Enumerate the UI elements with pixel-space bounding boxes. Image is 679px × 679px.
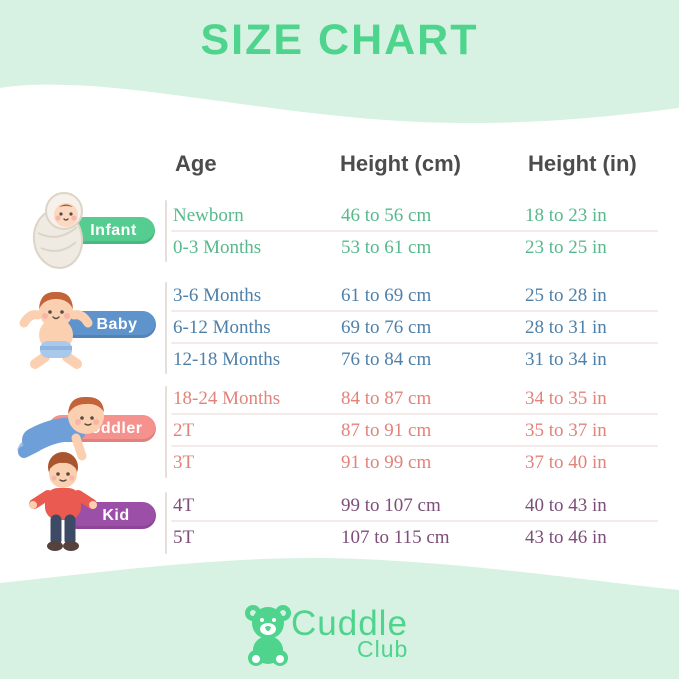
brand-subname: Club — [357, 636, 409, 662]
cell-height-in: 34 to 35 in — [525, 388, 607, 409]
group-divider — [165, 386, 167, 478]
cell-height-cm: 91 to 99 cm — [341, 452, 432, 473]
cell-height-in: 31 to 34 in — [525, 349, 607, 370]
cell-height-cm: 46 to 56 cm — [341, 205, 432, 226]
cell-age: 18-24 Months — [173, 388, 281, 409]
cell-age: 3T — [173, 452, 195, 473]
cell-age: 4T — [173, 495, 195, 516]
row-divider — [171, 520, 658, 522]
page-title: SIZE CHART — [200, 16, 479, 64]
top-wave-decoration — [0, 0, 679, 124]
cell-height-cm: 87 to 91 cm — [341, 420, 432, 441]
cell-age: 2T — [173, 420, 195, 441]
cell-age: 12-18 Months — [173, 349, 281, 370]
cell-age: 5T — [173, 527, 195, 548]
group-label-text: Infant — [90, 222, 137, 239]
row-divider — [171, 310, 658, 312]
cell-height-in: 28 to 31 in — [525, 317, 607, 338]
standing-kid-icon — [29, 452, 97, 551]
cell-height-in: 43 to 46 in — [525, 527, 607, 548]
cell-height-cm: 53 to 61 cm — [341, 237, 432, 258]
cell-height-in: 37 to 40 in — [525, 452, 607, 473]
crawling-toddler-icon — [17, 396, 104, 461]
group-label-text: Baby — [96, 316, 138, 333]
cell-height-in: 35 to 37 in — [525, 420, 607, 441]
row-divider — [171, 413, 658, 415]
cell-height-in: 40 to 43 in — [525, 495, 607, 516]
bottom-wave-decoration — [0, 558, 679, 679]
swaddled-baby-icon — [32, 192, 84, 269]
cell-age: 0-3 Months — [173, 237, 262, 258]
cell-height-cm: 76 to 84 cm — [341, 349, 432, 370]
cell-height-in: 18 to 23 in — [525, 205, 607, 226]
row-divider — [171, 445, 658, 447]
group-divider — [165, 492, 167, 554]
cell-height-cm: 61 to 69 cm — [341, 285, 432, 306]
cell-age: Newborn — [173, 205, 244, 226]
cell-age: 6-12 Months — [173, 317, 271, 338]
header-age: Age — [175, 151, 217, 176]
cell-height-cm: 99 to 107 cm — [341, 495, 441, 516]
group-divider — [165, 282, 167, 374]
header-height-cm: Height (cm) — [340, 151, 461, 176]
teddy-bear-icon — [245, 605, 291, 666]
cell-age: 3-6 Months — [173, 285, 262, 306]
cell-height-cm: 69 to 76 cm — [341, 317, 432, 338]
cell-height-cm: 84 to 87 cm — [341, 388, 432, 409]
cell-height-in: 23 to 25 in — [525, 237, 607, 258]
header-height-in: Height (in) — [528, 151, 637, 176]
cell-height-cm: 107 to 115 cm — [341, 527, 450, 548]
cell-height-in: 25 to 28 in — [525, 285, 607, 306]
group-divider — [165, 200, 167, 262]
sitting-baby-icon — [19, 291, 93, 369]
row-divider — [171, 342, 658, 344]
group-label-text: Kid — [102, 507, 130, 524]
brand-name: Cuddle — [291, 604, 408, 643]
row-divider — [171, 230, 658, 232]
